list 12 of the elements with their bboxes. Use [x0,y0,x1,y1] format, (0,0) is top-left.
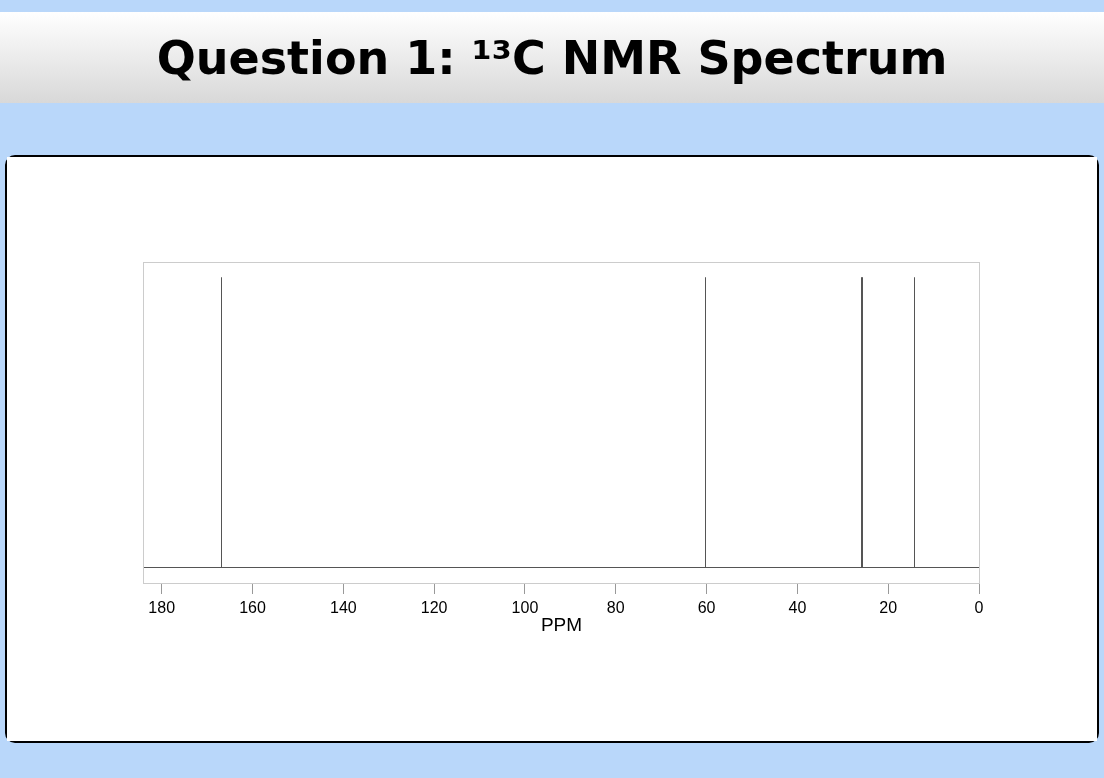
x-tick-label: 140 [329,599,357,617]
chart-title: Question 1: ¹³C NMR Spectrum [0,12,1104,103]
x-tick-label: 20 [879,599,898,617]
x-tick-label: 80 [606,599,625,617]
x-tick-label: 0 [974,599,984,617]
x-tick-label: 120 [420,599,448,617]
x-axis-title: PPM [540,614,583,635]
x-tick-label: 180 [148,599,176,617]
x-tick-label: 160 [239,599,266,617]
x-tick-label: 60 [697,599,716,617]
x-tick-label: 100 [511,599,539,617]
x-tick-label: 40 [788,599,807,617]
